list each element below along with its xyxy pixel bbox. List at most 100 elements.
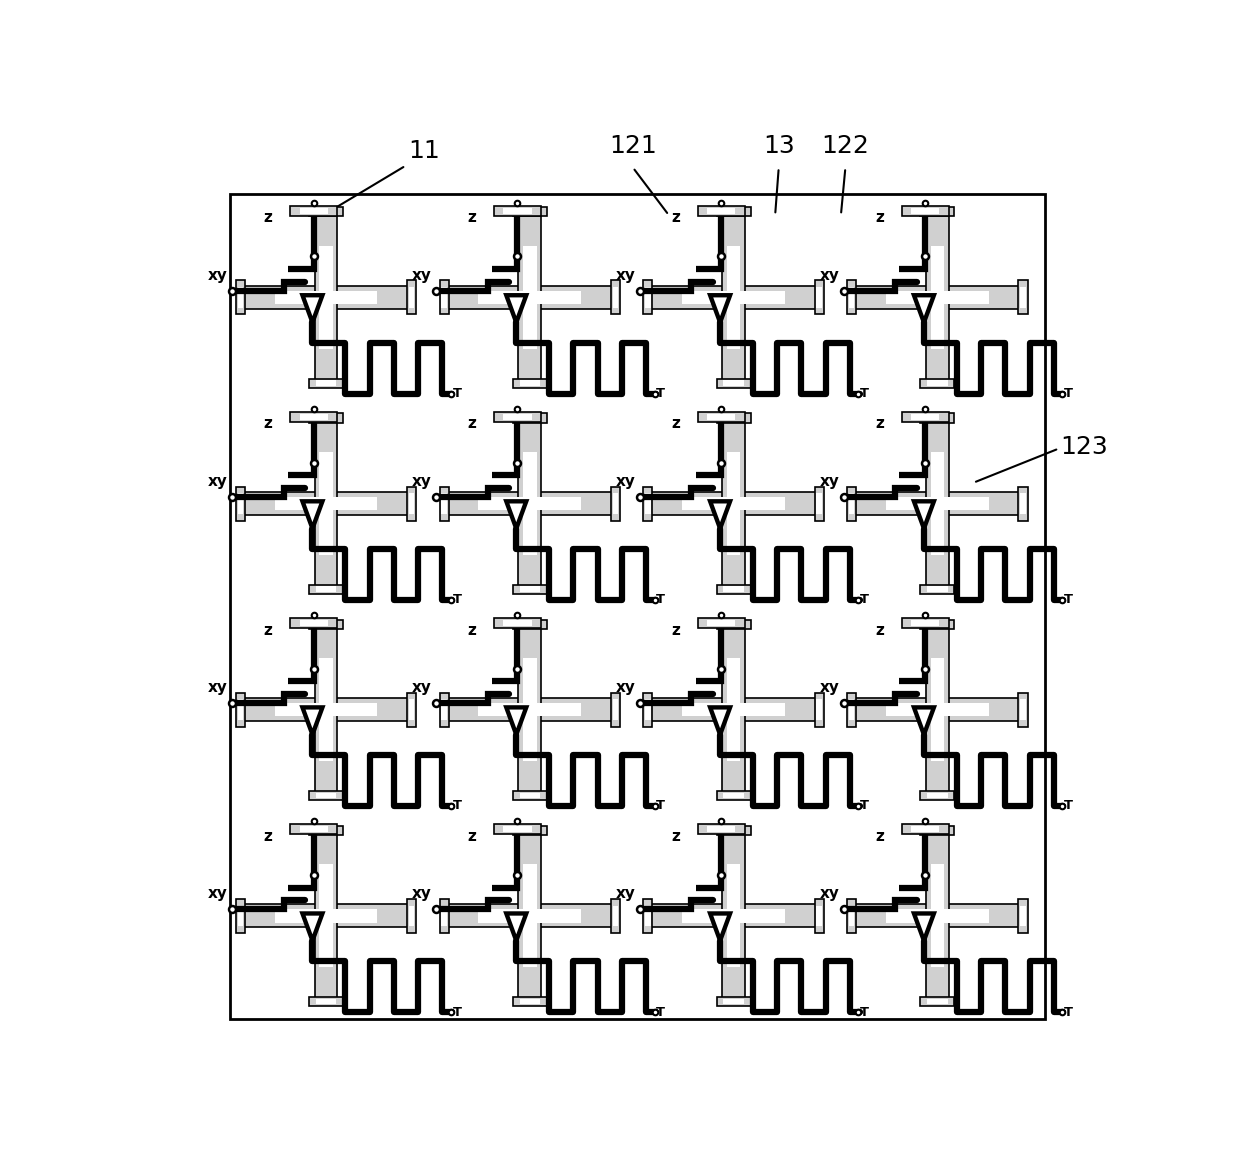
Bar [444, 904, 615, 927]
Text: T: T [861, 593, 869, 606]
Bar [727, 453, 740, 555]
Bar [911, 414, 939, 420]
Bar [847, 693, 857, 727]
Bar [847, 281, 857, 315]
Bar [300, 620, 327, 626]
Bar [236, 693, 244, 727]
Bar [444, 287, 615, 309]
Bar [241, 287, 412, 309]
Bar [911, 208, 939, 214]
Bar [920, 826, 955, 834]
Text: T: T [453, 799, 461, 812]
Bar [920, 997, 955, 1006]
Bar [723, 586, 744, 592]
Bar [816, 906, 822, 925]
Bar [717, 379, 750, 387]
Text: 123: 123 [1060, 435, 1109, 459]
Polygon shape [506, 708, 526, 735]
Text: xy: xy [820, 886, 839, 901]
Bar [518, 212, 541, 383]
Bar [911, 826, 939, 832]
Bar [300, 414, 327, 420]
Bar [815, 693, 823, 727]
Bar [316, 792, 336, 798]
Text: 11: 11 [408, 139, 440, 163]
Bar [723, 827, 744, 833]
Bar [852, 904, 1023, 927]
Bar [309, 997, 343, 1006]
Bar [315, 831, 337, 1002]
Text: T: T [1064, 799, 1073, 812]
Bar [649, 698, 820, 721]
Bar [723, 999, 744, 1004]
Bar [920, 619, 955, 628]
Bar [319, 909, 332, 922]
Bar [479, 290, 582, 304]
Bar [920, 413, 955, 422]
Bar [816, 288, 822, 308]
Bar [441, 700, 446, 720]
Bar [512, 791, 547, 800]
Bar [512, 585, 547, 593]
Bar [319, 497, 332, 510]
Bar [503, 620, 532, 626]
Text: 121: 121 [609, 135, 657, 158]
Bar [479, 909, 582, 922]
Bar [520, 415, 539, 421]
Bar [727, 497, 740, 510]
Text: T: T [453, 387, 461, 400]
Bar [409, 700, 414, 720]
Bar [440, 487, 449, 521]
Bar [644, 487, 652, 521]
Bar [494, 412, 541, 422]
Polygon shape [506, 914, 526, 941]
Bar [611, 281, 620, 315]
Bar [930, 659, 944, 760]
Bar [920, 585, 955, 593]
Bar [479, 703, 582, 716]
Text: xy: xy [616, 474, 636, 489]
Bar [409, 288, 414, 308]
Bar [407, 281, 417, 315]
Bar [309, 379, 343, 387]
Bar [523, 453, 537, 555]
Text: z: z [264, 622, 273, 638]
Bar [727, 246, 740, 349]
Bar [926, 831, 949, 1002]
Text: xy: xy [616, 268, 636, 283]
Bar [815, 899, 823, 932]
Bar [441, 288, 446, 308]
Bar [723, 380, 744, 386]
Text: 122: 122 [821, 135, 869, 158]
Bar [930, 246, 944, 349]
Bar [727, 659, 740, 760]
Bar [523, 659, 537, 760]
Bar [309, 791, 343, 800]
Bar [512, 207, 547, 216]
Bar [309, 619, 343, 628]
Bar [444, 698, 615, 721]
Bar [494, 824, 541, 834]
Bar [815, 281, 823, 315]
Text: z: z [671, 622, 681, 638]
Bar [290, 206, 337, 216]
Polygon shape [303, 914, 322, 941]
Bar [523, 909, 537, 922]
Bar [290, 824, 337, 834]
Text: T: T [453, 593, 461, 606]
Bar [727, 703, 740, 716]
Bar [649, 904, 820, 927]
Bar [723, 792, 744, 798]
Text: z: z [467, 417, 476, 432]
Bar [901, 824, 949, 834]
Bar [316, 415, 336, 421]
Bar [319, 290, 332, 304]
Bar [849, 700, 854, 720]
Bar [309, 826, 343, 834]
Bar [928, 999, 947, 1004]
Bar [816, 494, 822, 514]
Bar [309, 413, 343, 422]
Text: T: T [1064, 1005, 1073, 1019]
Text: z: z [264, 211, 273, 226]
Polygon shape [711, 914, 730, 941]
